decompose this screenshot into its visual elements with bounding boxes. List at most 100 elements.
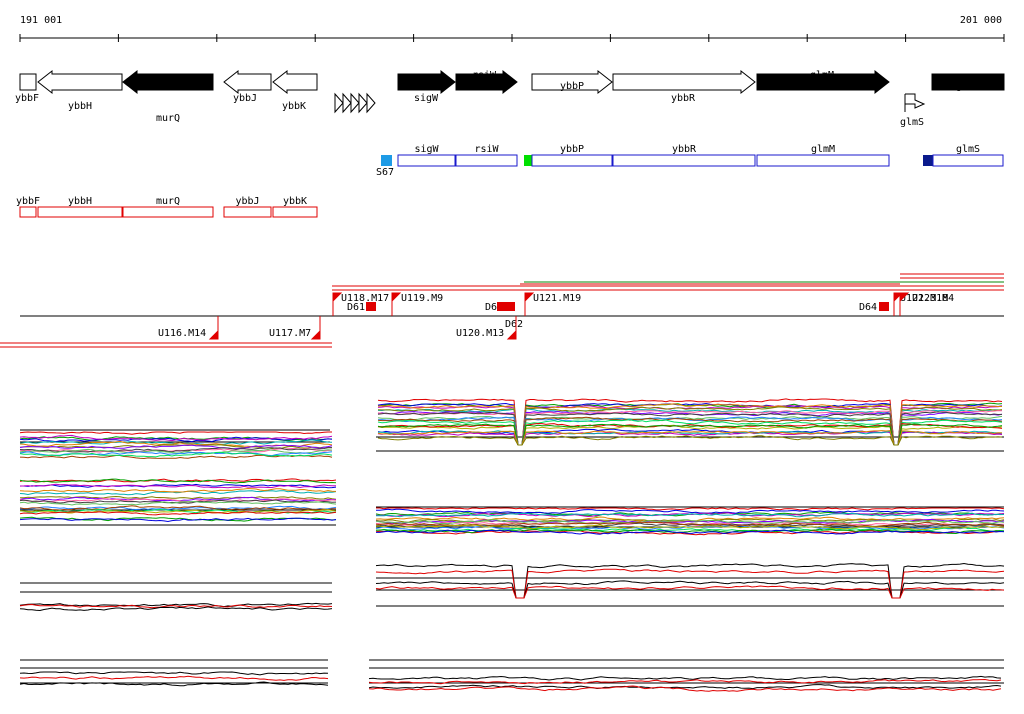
feature-flag (391, 292, 402, 316)
gene-arrow (122, 69, 214, 95)
expression-line (377, 435, 1003, 446)
expression-line (19, 511, 337, 516)
feature-label: D61 (347, 302, 365, 313)
transcript-label: ybbP (560, 144, 584, 155)
feature-flag (893, 292, 904, 316)
promoter-mark (342, 92, 352, 114)
expression-line (368, 678, 1002, 685)
annotation-box (37, 206, 123, 218)
expression-line (19, 505, 337, 511)
gene-arrow (756, 69, 890, 95)
promoter-mark (366, 92, 376, 114)
gene-arrow (612, 69, 756, 95)
expression-line (375, 521, 1005, 527)
expression-line (375, 521, 1004, 527)
expression-line (19, 671, 329, 676)
promoter-mark (350, 92, 360, 114)
expression-line (19, 444, 333, 450)
expression-line (375, 528, 1005, 535)
ruler-end: 201 000 (960, 15, 1002, 26)
expression-line (19, 606, 333, 612)
expression-line (19, 447, 333, 453)
expression-line (375, 524, 1004, 530)
annotation-label: murQ (156, 196, 180, 207)
feature-label: D64 (859, 302, 877, 313)
gene-label: rsiW (472, 70, 497, 81)
transcript-label: glmS (956, 144, 980, 155)
expression-line (375, 512, 1005, 518)
feature-label: U121.M19 (533, 293, 581, 304)
feature-flag (524, 292, 535, 316)
gene-label: glmS (956, 81, 980, 92)
annotation-label: ybbF (16, 196, 40, 207)
expression-line (19, 448, 333, 454)
transcript-box (531, 154, 613, 167)
annotation-label: ybbH (68, 196, 92, 207)
feature-label: D62 (505, 319, 523, 330)
feature-flag (208, 316, 219, 340)
gene-label: ybbH (68, 101, 92, 112)
expression-line (19, 505, 337, 511)
ruler-start: 191 001 (20, 15, 62, 26)
feature-label: D63 (485, 302, 503, 313)
feature-label: U117.M7 (269, 328, 311, 339)
feature-box (497, 302, 507, 311)
transcript-label: rsiW (474, 144, 499, 155)
feature-box (879, 302, 889, 311)
expression-line (19, 431, 332, 435)
expression-line (19, 603, 333, 609)
expression-line (19, 498, 337, 503)
gene-label: murQ (156, 113, 180, 124)
feature-label: U123.M4 (912, 293, 954, 304)
expression-line (20, 483, 337, 489)
expression-line (19, 451, 333, 458)
expression-line (19, 434, 333, 442)
expression-line (375, 585, 1005, 599)
expression-line (19, 675, 329, 681)
feature-flag (899, 292, 910, 316)
feature-label: U116.M14 (158, 328, 206, 339)
gene-arrow (904, 93, 926, 112)
transcript-box (756, 154, 890, 167)
transcript-label: ybbR (672, 144, 697, 155)
expression-line (19, 478, 337, 484)
feature-label: U119.M9 (401, 293, 443, 304)
feature-box (366, 302, 376, 311)
promoter-mark (358, 92, 368, 114)
gene-label: sigW (414, 93, 439, 104)
feature-flag (332, 292, 343, 316)
expression-line (368, 685, 1002, 692)
gene-arrow (19, 73, 37, 91)
annotation-box (19, 206, 37, 218)
expression-line (19, 516, 337, 522)
gene-arrow (931, 73, 1005, 91)
transcript-box (455, 154, 518, 167)
transcript-label: sigW (414, 144, 439, 155)
gene-label: ybbJ (233, 93, 257, 104)
expression-line (19, 487, 337, 493)
transcript-box (612, 154, 756, 167)
feature-box (505, 302, 515, 311)
expression-line (377, 424, 1003, 446)
expression-line (375, 562, 1005, 599)
expression-line (375, 580, 1005, 599)
gene-label: ybbR (671, 93, 696, 104)
gene-arrow (397, 69, 456, 95)
gene-label: glmS (900, 117, 924, 128)
annotation-label: ybbK (283, 196, 307, 207)
feature-flag (310, 316, 321, 340)
tss-marker (381, 155, 392, 166)
tss-marker (923, 155, 933, 166)
feature-label: U120.M13 (456, 328, 504, 339)
expression-line (19, 490, 337, 496)
expression-line (368, 675, 1002, 681)
annotation-label: ybbJ (235, 196, 259, 207)
expression-line (368, 684, 1002, 690)
feature-label: U118.M17 (341, 293, 389, 304)
gene-arrow (455, 69, 518, 95)
transcript-label: S67 (376, 167, 394, 178)
expression-line (375, 508, 1005, 514)
expression-line (19, 517, 337, 523)
annotation-box (272, 206, 318, 218)
